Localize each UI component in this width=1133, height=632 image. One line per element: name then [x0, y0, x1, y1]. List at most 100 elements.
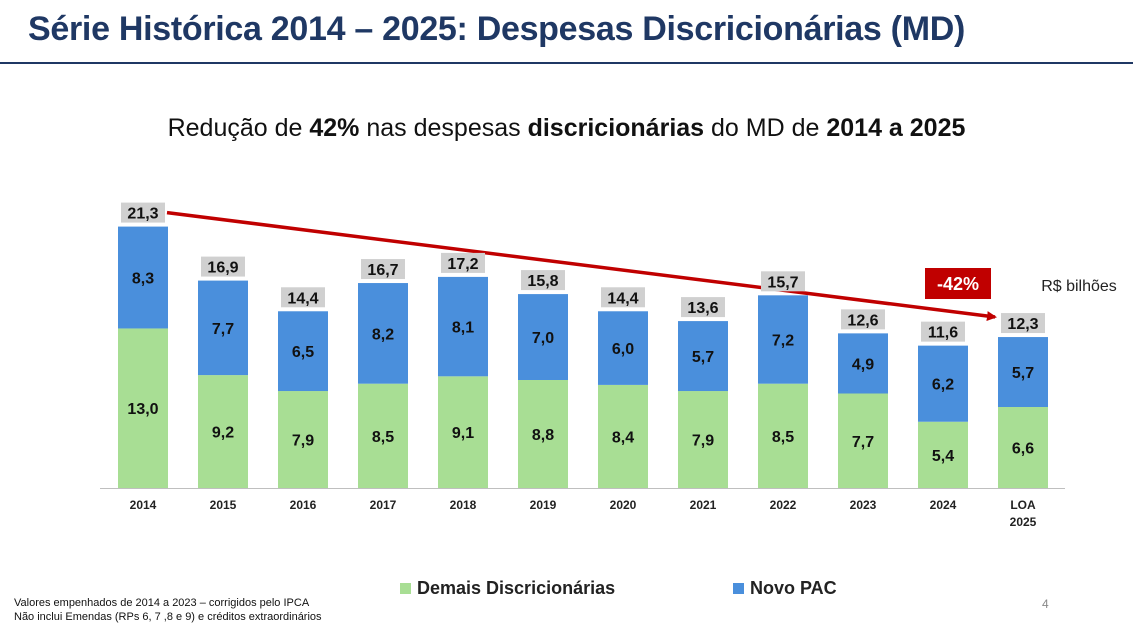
- value-label-demais-2019: 8,8: [532, 427, 554, 444]
- value-label-novo-pac-2020: 6,0: [612, 341, 634, 358]
- bar-demais-2024: [918, 421, 968, 488]
- page-title: Série Histórica 2014 – 2025: Despesas Di…: [28, 10, 965, 48]
- trend-badge: [925, 268, 991, 299]
- chart-subtitle: Redução de 42% nas despesas discricionár…: [0, 114, 1133, 143]
- value-label-novo-pac-2014: 8,3: [132, 271, 154, 288]
- bar-demais-2015: [198, 375, 248, 488]
- value-label-demais-2023: 7,7: [852, 434, 874, 451]
- value-label-demais-2022: 8,5: [772, 429, 794, 446]
- legend-label-demais: Demais Discricionárias: [417, 578, 616, 598]
- total-box-2019: [521, 270, 565, 291]
- legend-swatch-demais: [400, 583, 411, 594]
- bar-demais-2014: [118, 328, 168, 488]
- total-label-loa-2025: 12,3: [1007, 316, 1038, 333]
- x-tick-label-2020: 2020: [610, 498, 637, 512]
- value-label-novo-pac-2023: 4,9: [852, 356, 874, 373]
- value-label-demais-loa-2025: 6,6: [1012, 441, 1034, 458]
- bar-novo-pac-2016: [278, 311, 328, 392]
- bar-novo-pac-2014: [118, 226, 168, 329]
- bar-demais-2020: [598, 384, 648, 488]
- value-label-novo-pac-loa-2025: 5,7: [1012, 365, 1034, 382]
- total-label-2017: 16,7: [367, 262, 398, 279]
- bar-demais-2019: [518, 380, 568, 488]
- x-tick-label-2018: 2018: [450, 498, 477, 512]
- value-label-novo-pac-2021: 5,7: [692, 349, 714, 366]
- legend-label-novo-pac: Novo PAC: [750, 578, 837, 598]
- value-label-demais-2024: 5,4: [932, 448, 954, 465]
- total-label-2023: 12,6: [847, 312, 878, 329]
- bar-novo-pac-2017: [358, 283, 408, 384]
- total-box-2020: [601, 287, 645, 308]
- bar-novo-pac-2022: [758, 295, 808, 384]
- bar-novo-pac-loa-2025: [998, 337, 1048, 407]
- value-label-novo-pac-2024: 6,2: [932, 377, 954, 394]
- page-number: 4: [1042, 597, 1049, 611]
- x-tick-label-2016: 2016: [290, 498, 317, 512]
- subtitle-text-2: nas despesas: [359, 114, 528, 142]
- x-tick-label-loa-2025-1: LOA: [1010, 498, 1036, 512]
- value-label-demais-2017: 8,5: [372, 429, 394, 446]
- value-label-demais-2020: 8,4: [612, 429, 634, 446]
- total-box-2024: [921, 321, 965, 342]
- x-tick-label-2023: 2023: [850, 498, 877, 512]
- x-tick-label-2019: 2019: [530, 498, 557, 512]
- bar-demais-2018: [438, 376, 488, 488]
- x-tick-label-2015: 2015: [210, 498, 237, 512]
- total-box-2017: [361, 259, 405, 280]
- footnote-ipca: Valores empenhados de 2014 a 2023 – corr…: [14, 597, 310, 609]
- total-label-2014: 21,3: [127, 206, 158, 223]
- bar-demais-2021: [678, 391, 728, 488]
- value-label-demais-2014: 13,0: [127, 401, 158, 418]
- legend-item-novo-pac: Novo PAC: [733, 578, 837, 599]
- bar-demais-2016: [278, 391, 328, 488]
- bar-novo-pac-2024: [918, 345, 968, 422]
- legend-item-demais: Demais Discricionárias: [400, 578, 615, 599]
- bar-novo-pac-2018: [438, 276, 488, 377]
- value-label-novo-pac-2022: 7,2: [772, 333, 794, 350]
- bar-novo-pac-2015: [198, 280, 248, 376]
- total-label-2015: 16,9: [207, 260, 238, 277]
- total-label-2024: 11,6: [928, 325, 958, 342]
- value-label-demais-2021: 7,9: [692, 433, 714, 450]
- value-label-novo-pac-2015: 7,7: [212, 321, 234, 338]
- total-label-2018: 17,2: [447, 256, 478, 273]
- bar-novo-pac-2019: [518, 294, 568, 380]
- x-tick-label-2021: 2021: [690, 498, 717, 512]
- value-label-novo-pac-2016: 6,5: [292, 344, 314, 361]
- total-box-loa-2025: [1001, 313, 1045, 334]
- total-box-2018: [441, 252, 485, 273]
- total-box-2014: [121, 202, 165, 223]
- total-label-2021: 13,6: [687, 300, 718, 317]
- total-label-2022: 15,7: [767, 274, 798, 291]
- bar-demais-2017: [358, 383, 408, 488]
- total-label-2019: 15,8: [527, 273, 558, 290]
- bar-novo-pac-2023: [838, 333, 888, 394]
- value-label-demais-2016: 7,9: [292, 433, 314, 450]
- total-label-2020: 14,4: [607, 290, 638, 307]
- unit-label: R$ bilhões: [1041, 278, 1117, 295]
- total-box-2022: [761, 271, 805, 292]
- subtitle-bold-discricionarias: discricionárias: [527, 114, 705, 142]
- subtitle-bold-percent: 42%: [309, 114, 360, 142]
- trend-arrow: [166, 210, 997, 322]
- value-label-demais-2015: 9,2: [212, 425, 234, 442]
- value-label-novo-pac-2019: 7,0: [532, 330, 554, 347]
- bar-demais-2023: [838, 393, 888, 488]
- total-label-2016: 14,4: [287, 290, 318, 307]
- bar-novo-pac-2021: [678, 321, 728, 392]
- subtitle-text-1: Redução de: [167, 114, 310, 142]
- x-tick-label-2024: 2024: [930, 498, 957, 512]
- total-box-2016: [281, 287, 325, 308]
- bar-novo-pac-2020: [598, 311, 648, 385]
- x-tick-label-2017: 2017: [370, 498, 397, 512]
- x-tick-label-2022: 2022: [770, 498, 797, 512]
- subtitle-text-3: do MD de: [704, 114, 827, 142]
- total-box-2021: [681, 297, 725, 318]
- value-label-novo-pac-2018: 8,1: [452, 320, 474, 337]
- bar-demais-2022: [758, 383, 808, 488]
- value-label-demais-2018: 9,1: [452, 425, 474, 442]
- trend-badge-label: -42%: [937, 274, 979, 294]
- x-tick-label-2014: 2014: [130, 498, 157, 512]
- subtitle-bold-years: 2014 a 2025: [826, 114, 966, 142]
